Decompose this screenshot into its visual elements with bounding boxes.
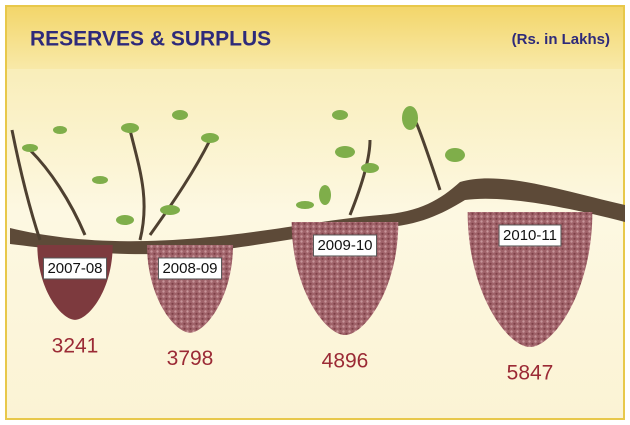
category-label: 2008-09 xyxy=(162,260,217,277)
page: {"chart_data": {"type": "bar", "title": … xyxy=(0,0,630,425)
category-label: 2009-10 xyxy=(317,237,372,254)
value-label: 4896 xyxy=(322,350,369,373)
value-label: 3798 xyxy=(167,347,214,370)
value-label: 3241 xyxy=(52,334,99,357)
unit-label: (Rs. in Lakhs) xyxy=(512,31,610,48)
value-label: 5847 xyxy=(507,362,554,385)
category-label: 2007-08 xyxy=(47,260,102,277)
category-label: 2010-11 xyxy=(503,227,557,244)
chart-title: RESERVES & SURPLUS xyxy=(30,28,271,51)
chart: RESERVES & SURPLUS (Rs. in Lakhs) 2007-0… xyxy=(0,0,630,425)
